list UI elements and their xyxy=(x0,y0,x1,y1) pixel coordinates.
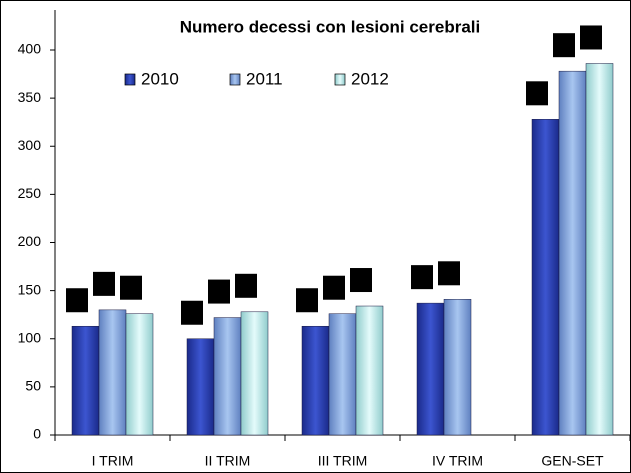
x-tick-label: GEN-SET xyxy=(541,453,604,469)
data-label-box xyxy=(93,271,115,296)
y-tick-label: 50 xyxy=(25,378,41,394)
data-label-box xyxy=(438,261,460,286)
data-label-box xyxy=(235,273,257,298)
x-tick-label: II TRIM xyxy=(205,453,251,469)
y-tick-label: 350 xyxy=(18,89,42,105)
legend-swatch xyxy=(124,73,136,86)
bar xyxy=(213,317,242,436)
data-label-box xyxy=(553,33,575,58)
bar xyxy=(186,338,215,436)
bar xyxy=(98,309,127,436)
y-tick-label: 200 xyxy=(18,233,42,249)
data-label-box xyxy=(208,279,230,304)
legend-swatch xyxy=(229,73,241,86)
bar xyxy=(355,305,384,436)
legend-swatch xyxy=(334,73,346,86)
bar xyxy=(125,313,154,436)
bar xyxy=(71,325,100,436)
y-tick-label: 150 xyxy=(18,281,42,297)
bar xyxy=(585,63,614,436)
y-tick-label: 250 xyxy=(18,185,42,201)
chart-title: Numero decessi con lesioni cerebrali xyxy=(180,17,480,36)
y-tick-label: 400 xyxy=(18,41,42,57)
data-label-box xyxy=(350,268,372,293)
bar xyxy=(416,302,445,436)
legend-label: 2011 xyxy=(246,69,283,88)
data-label-box xyxy=(296,288,318,313)
data-label-box xyxy=(411,265,433,290)
bar xyxy=(301,325,330,436)
data-label-box xyxy=(120,275,142,300)
data-label-box xyxy=(181,300,203,325)
data-label-box xyxy=(66,288,88,313)
y-tick-label: 0 xyxy=(33,426,41,442)
bar xyxy=(240,311,269,436)
data-label-box xyxy=(323,275,345,300)
bar xyxy=(443,299,472,436)
legend-label: 2012 xyxy=(351,69,389,88)
x-tick-label: III TRIM xyxy=(318,453,368,469)
bar xyxy=(531,119,560,436)
y-tick-label: 100 xyxy=(18,329,42,345)
data-label-box xyxy=(526,81,548,106)
y-tick-label: 300 xyxy=(18,137,42,153)
bar xyxy=(328,313,357,436)
legend-label: 2010 xyxy=(141,69,179,88)
x-tick-label: IV TRIM xyxy=(432,453,483,469)
bar xyxy=(558,70,587,436)
x-tick-label: I TRIM xyxy=(92,453,134,469)
data-label-box xyxy=(580,25,602,50)
